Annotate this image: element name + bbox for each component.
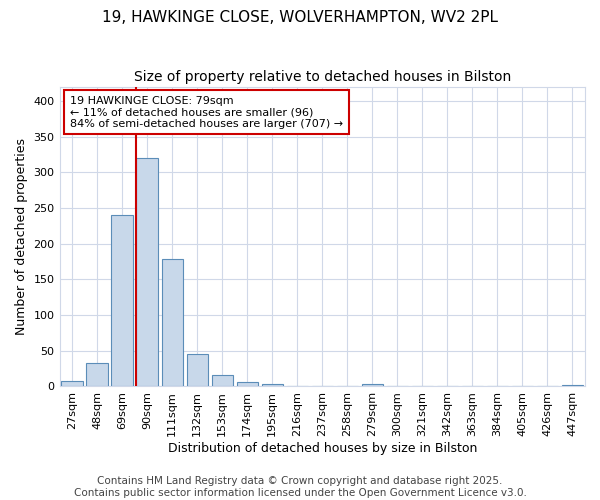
Bar [86, 363, 108, 386]
X-axis label: Distribution of detached houses by size in Bilston: Distribution of detached houses by size … [167, 442, 477, 455]
Bar [136, 158, 158, 386]
Text: Contains HM Land Registry data © Crown copyright and database right 2025.
Contai: Contains HM Land Registry data © Crown c… [74, 476, 526, 498]
Y-axis label: Number of detached properties: Number of detached properties [15, 138, 28, 335]
Bar [262, 384, 283, 386]
Text: 19, HAWKINGE CLOSE, WOLVERHAMPTON, WV2 2PL: 19, HAWKINGE CLOSE, WOLVERHAMPTON, WV2 2… [102, 10, 498, 25]
Bar [236, 382, 258, 386]
Bar [161, 260, 183, 386]
Title: Size of property relative to detached houses in Bilston: Size of property relative to detached ho… [134, 70, 511, 84]
Bar [362, 384, 383, 386]
Bar [61, 380, 83, 386]
Bar [212, 375, 233, 386]
Text: 19 HAWKINGE CLOSE: 79sqm
← 11% of detached houses are smaller (96)
84% of semi-d: 19 HAWKINGE CLOSE: 79sqm ← 11% of detach… [70, 96, 343, 129]
Bar [112, 215, 133, 386]
Bar [562, 385, 583, 386]
Bar [187, 354, 208, 386]
